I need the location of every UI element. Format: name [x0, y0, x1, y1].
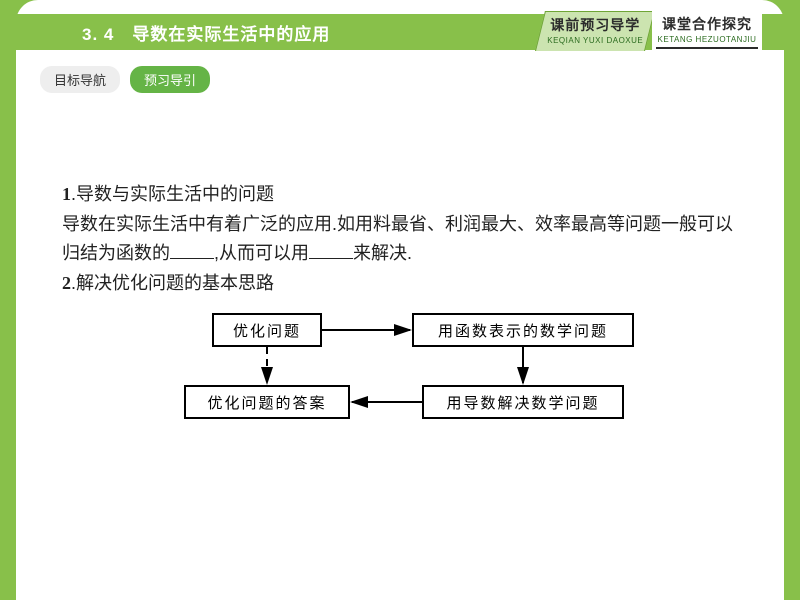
- flowchart: 优化问题 用函数表示的数学问题用导数解决数学问题 优化问题的答案: [174, 313, 644, 425]
- section-1-number: 1: [62, 184, 71, 204]
- flow-node-n1: 优化问题: [212, 313, 322, 347]
- header: 3. 4 导数在实际生活中的应用 课前预习导学 KEQIAN YUXI DAOX…: [16, 14, 784, 56]
- tab-classroom[interactable]: 课堂合作探究 KETANG HEZUOTANJIU: [652, 11, 762, 51]
- section-1-paragraph: 导数在实际生活中有着广泛的应用.如用料最省、利润最大、效率最高等问题一般可以归结…: [62, 210, 748, 269]
- pill-nav: 目标导航 预习导引: [40, 66, 210, 93]
- chapter-title: 3. 4 导数在实际生活中的应用: [82, 20, 330, 45]
- flow-node-n4: 优化问题的答案: [184, 385, 350, 419]
- tab-classroom-label-cn: 课堂合作探究: [652, 14, 762, 34]
- tab-preview-label-en: KEQIAN YUXI DAOXUE: [541, 36, 649, 45]
- section-2-number: 2: [62, 273, 71, 293]
- tab-classroom-label-en: KETANG HEZUOTANJIU: [652, 35, 762, 44]
- section-2-title: .解决优化问题的基本思路: [71, 273, 274, 293]
- blank-1: [170, 240, 214, 259]
- flow-node-n3: 用导数解决数学问题: [422, 385, 624, 419]
- para-part-c: 来解决.: [353, 243, 412, 263]
- pill-preview[interactable]: 预习导引: [130, 66, 210, 93]
- para-part-b: ,从而可以用: [214, 243, 309, 263]
- blank-2: [309, 240, 353, 259]
- section-1-title: .导数与实际生活中的问题: [71, 184, 274, 204]
- content-area: 1.导数与实际生活中的问题 导数在实际生活中有着广泛的应用.如用料最省、利润最大…: [62, 180, 748, 299]
- pill-goal[interactable]: 目标导航: [40, 66, 120, 93]
- flow-node-n2: 用函数表示的数学问题: [412, 313, 634, 347]
- tab-underline: [656, 47, 758, 49]
- page-card: 3. 4 导数在实际生活中的应用 课前预习导学 KEQIAN YUXI DAOX…: [16, 0, 784, 600]
- section-1: 1.导数与实际生活中的问题: [62, 180, 748, 210]
- tab-preview[interactable]: 课前预习导学 KEQIAN YUXI DAOXUE: [535, 11, 655, 51]
- section-2: 2.解决优化问题的基本思路: [62, 269, 748, 299]
- tab-preview-label-cn: 课前预习导学: [541, 15, 649, 35]
